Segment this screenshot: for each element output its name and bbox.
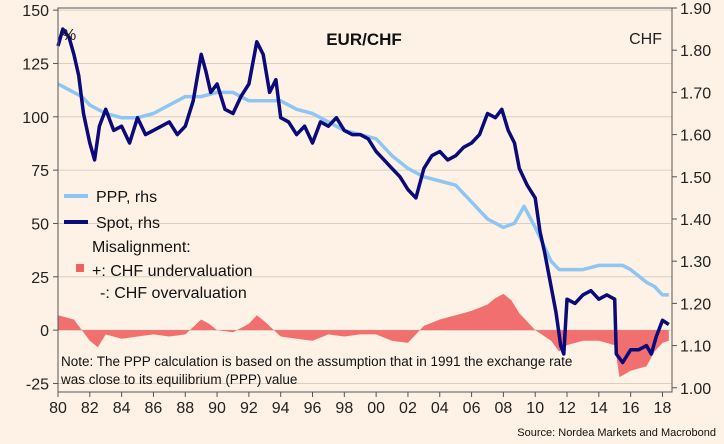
note-line-1: Note: The PPP calculation is based on th… [61, 354, 572, 369]
x-tick-label: 16 [622, 400, 640, 417]
x-tick-label: 08 [494, 400, 512, 417]
plot-frame [57, 7, 673, 393]
x-tick-label: 06 [463, 400, 481, 417]
right-tick-label: 1.00 [680, 381, 711, 398]
left-tick-label: -25 [26, 376, 49, 393]
legend: PPP, rhs Spot, rhs Misalignment: +: CHF … [64, 189, 253, 302]
left-tick-label: 50 [31, 216, 49, 233]
left-tick-label: 150 [22, 3, 49, 20]
x-tick-label: 00 [367, 400, 385, 417]
left-unit: % [62, 27, 76, 44]
x-tick-label: 12 [558, 400, 576, 417]
left-tick-label: 75 [31, 163, 49, 180]
source-text: Source: Nordea Markets and Macrobond [517, 427, 716, 439]
x-tick-label: 10 [526, 400, 544, 417]
right-unit: CHF [629, 31, 662, 48]
left-tick-label: 125 [22, 56, 49, 73]
x-tick-label: 80 [49, 400, 67, 417]
right-tick-label: 1.90 [680, 1, 711, 18]
chart-title: EUR/CHF [326, 30, 402, 49]
right-tick-label: 1.70 [680, 85, 711, 102]
legend-label-spot: Spot, rhs [96, 215, 160, 232]
left-tick-label: 100 [22, 110, 49, 127]
right-tick-label: 1.80 [680, 43, 711, 60]
x-tick-label: 94 [272, 400, 290, 417]
left-tick-label: 0 [40, 323, 49, 340]
right-axis-ticks: 1.90 1.80 1.70 1.60 1.50 1.40 1.30 1.20 1.10 1.00 [672, 1, 711, 398]
spot-line [56, 27, 670, 365]
legend-swatch-misalignment [76, 264, 84, 272]
x-axis-ticks: 80 82 84 86 88 90 92 94 96 98 00 02 04 06 08 10 12 14 16 18 [49, 392, 671, 417]
x-tick-label: 14 [590, 400, 608, 417]
right-tick-label: 1.60 [680, 128, 711, 145]
ppp-line [57, 82, 669, 297]
left-axis-ticks: 150 125 100 75 50 25 0 -25 [22, 3, 58, 393]
misalignment-area [58, 293, 669, 378]
right-tick-label: 1.50 [680, 170, 711, 187]
right-tick-label: 1.40 [680, 212, 711, 229]
series-lines [56, 27, 670, 365]
x-tick-label: 84 [113, 400, 131, 417]
legend-label-overvaluation: -: CHF overvaluation [100, 285, 247, 302]
x-tick-label: 18 [654, 400, 672, 417]
x-tick-label: 90 [208, 400, 226, 417]
x-tick-label: 04 [431, 400, 449, 417]
note-line-2: was close to its equilibrium (PPP) value [60, 372, 297, 387]
x-tick-label: 92 [240, 400, 258, 417]
right-tick-label: 1.30 [680, 254, 711, 271]
right-tick-label: 1.10 [680, 339, 711, 356]
x-tick-label: 82 [81, 400, 99, 417]
left-tick-label: 25 [31, 270, 49, 287]
legend-label-misalignment: Misalignment: [92, 239, 191, 256]
x-tick-label: 98 [335, 400, 353, 417]
x-tick-label: 02 [399, 400, 417, 417]
misalignment-area-path [58, 293, 669, 378]
legend-label-undervaluation: +: CHF undervaluation [92, 263, 253, 280]
right-tick-label: 1.20 [680, 296, 711, 313]
x-tick-label: 88 [176, 400, 194, 417]
x-tick-label: 86 [145, 400, 163, 417]
legend-label-ppp: PPP, rhs [96, 189, 157, 206]
x-tick-label: 96 [304, 400, 322, 417]
